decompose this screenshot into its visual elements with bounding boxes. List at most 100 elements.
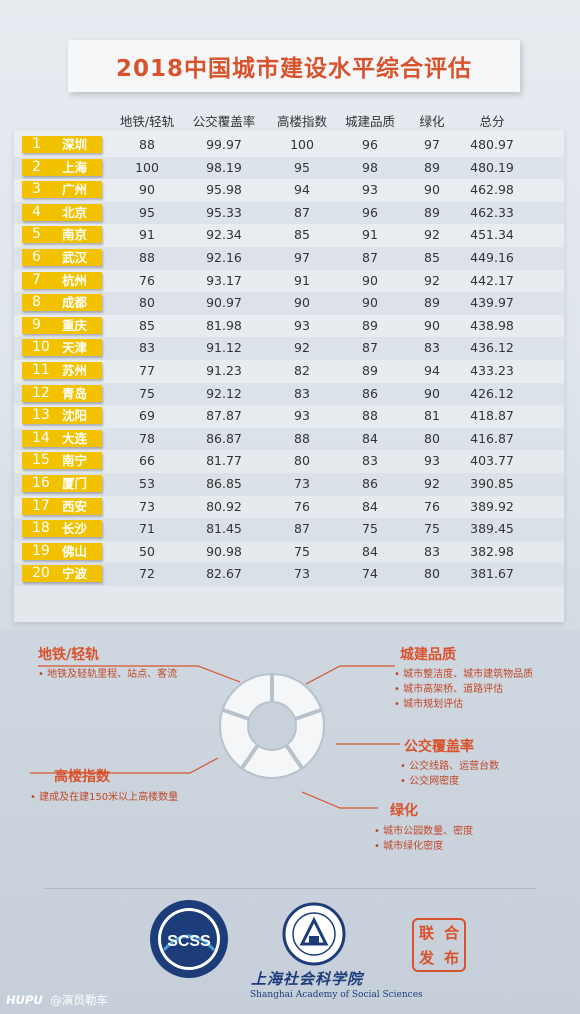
rank-number: 20 [32,565,50,582]
table-row: 11 苏州 77 91.23 82 89 94 433.23 [14,360,564,383]
city-name: 深圳 [62,137,88,152]
table-cell: 75 [294,543,310,559]
rank-badge: 3 广州 [22,181,102,199]
table-row: 3 广州 90 95.98 94 93 90 462.98 [14,179,564,202]
table-row: 1 深圳 88 99.97 100 96 97 480.97 [14,134,564,157]
table-cell: 84 [362,430,378,446]
rank-number: 17 [32,497,50,514]
table-cell: 86 [362,385,378,401]
table-row: 7 杭州 76 93.17 91 90 92 442.17 [14,270,564,293]
stamp-char: 发 [418,949,434,967]
table-cell: 92.34 [206,227,242,243]
legend-urban-title: 城建品质 [400,647,456,663]
rank-badge: 9 重庆 [22,316,102,334]
city-name: 佛山 [62,543,88,559]
table-cell: 97 [294,250,310,265]
city-name: 上海 [62,159,88,175]
table-cell: 75 [424,521,440,537]
table-cell: 416.87 [470,430,514,446]
legend-metro-item: • 地铁及轻轨里程、站点、客流 [38,669,178,680]
table-cell: 89 [424,204,440,220]
table-cell: 480.97 [470,137,514,152]
sass-logo [282,902,346,966]
table-cell: 90 [362,272,378,288]
table-row: 19 佛山 50 90.98 75 84 83 382.98 [14,541,564,564]
table-cell: 80 [424,566,440,582]
legend-green-item: • 城市绿化密度 [374,841,444,852]
stamp-char: 布 [443,949,459,967]
table-cell: 85 [294,227,310,243]
table-cell: 89 [362,363,378,378]
ring-chart [219,673,325,779]
table-cell: 403.77 [470,453,514,469]
column-header: 总分 [479,114,505,129]
table-cell: 92 [424,476,440,491]
rank-number: 5 [32,226,41,243]
watermark: HUPU @演员勒车 [6,992,108,1008]
table-cell: 83 [139,340,155,356]
table-cell: 86 [362,476,378,491]
rank-badge: 18 长沙 [22,520,102,538]
column-header: 地铁/轻轨 [119,114,175,129]
rank-number: 1 [32,136,41,152]
table-cell: 84 [362,498,378,514]
rank-number: 14 [32,429,50,446]
table-cell: 53 [139,476,155,491]
table-cell: 90 [424,385,440,401]
table-cell: 92 [424,272,440,288]
table-cell: 93.17 [206,272,242,288]
table-cell: 71 [139,521,155,537]
legend-highrise-item: • 建成及在建150米以上高楼数量 [30,792,179,803]
table-cell: 76 [294,498,310,514]
table-cell: 50 [139,543,155,559]
table-cell: 93 [424,453,440,469]
rank-number: 7 [32,271,41,288]
rank-number: 18 [32,520,50,537]
city-name: 北京 [62,204,88,220]
table-cell: 93 [362,182,378,198]
table-cell: 86.85 [206,476,242,491]
table-cell: 90 [294,295,310,311]
table-cell: 91 [294,272,310,288]
table-cell: 92 [294,340,310,356]
table-cell: 75 [139,385,155,401]
rank-number: 6 [32,249,41,265]
city-name: 重庆 [62,317,88,333]
table-cell: 88 [294,430,310,446]
rank-number: 3 [32,181,41,198]
table-cell: 89 [424,159,440,175]
table-cell: 90 [139,182,155,198]
scss-logo: SCSS [150,900,228,978]
rank-number: 9 [32,316,41,333]
rank-badge: 12 青岛 [22,384,102,402]
table-cell: 80.92 [206,498,242,514]
rank-number: 8 [32,294,41,311]
title-banner: 2018中国城市建设水平综合评估 [68,40,520,92]
legend-highrise-title: 高楼指数 [54,769,110,785]
rank-badge: 2 上海 [22,158,102,176]
table-cell: 87 [294,521,310,537]
table-cell: 81.98 [206,317,242,333]
watermark-user: @演员勒车 [50,993,108,1007]
table-cell: 97 [424,137,440,152]
metric-diagram [30,665,400,809]
table-cell: 72 [139,566,155,582]
table-cell: 433.23 [470,363,514,378]
legend-urban-item: • 城市高架桥、道路评估 [394,684,504,695]
table-cell: 80 [294,453,310,469]
stamp-char: 联 [418,924,434,942]
rank-number: 2 [32,158,41,175]
table-cell: 76 [139,272,155,288]
legend-urban-item: • 城市整洁度、城市建筑物品质 [394,669,534,680]
table-cell: 81.77 [206,453,242,469]
rank-badge: 6 武汉 [22,249,102,266]
table-cell: 92.16 [206,250,242,265]
rank-badge: 7 杭州 [22,271,102,289]
rank-badge: 14 大连 [22,429,102,447]
table-cell: 480.19 [470,159,514,175]
city-name: 广州 [62,182,88,198]
table-cell: 90 [362,295,378,311]
table-cell: 96 [362,137,378,152]
table-row: 18 长沙 71 81.45 87 75 75 389.45 [14,518,564,541]
table-cell: 96 [362,204,378,220]
